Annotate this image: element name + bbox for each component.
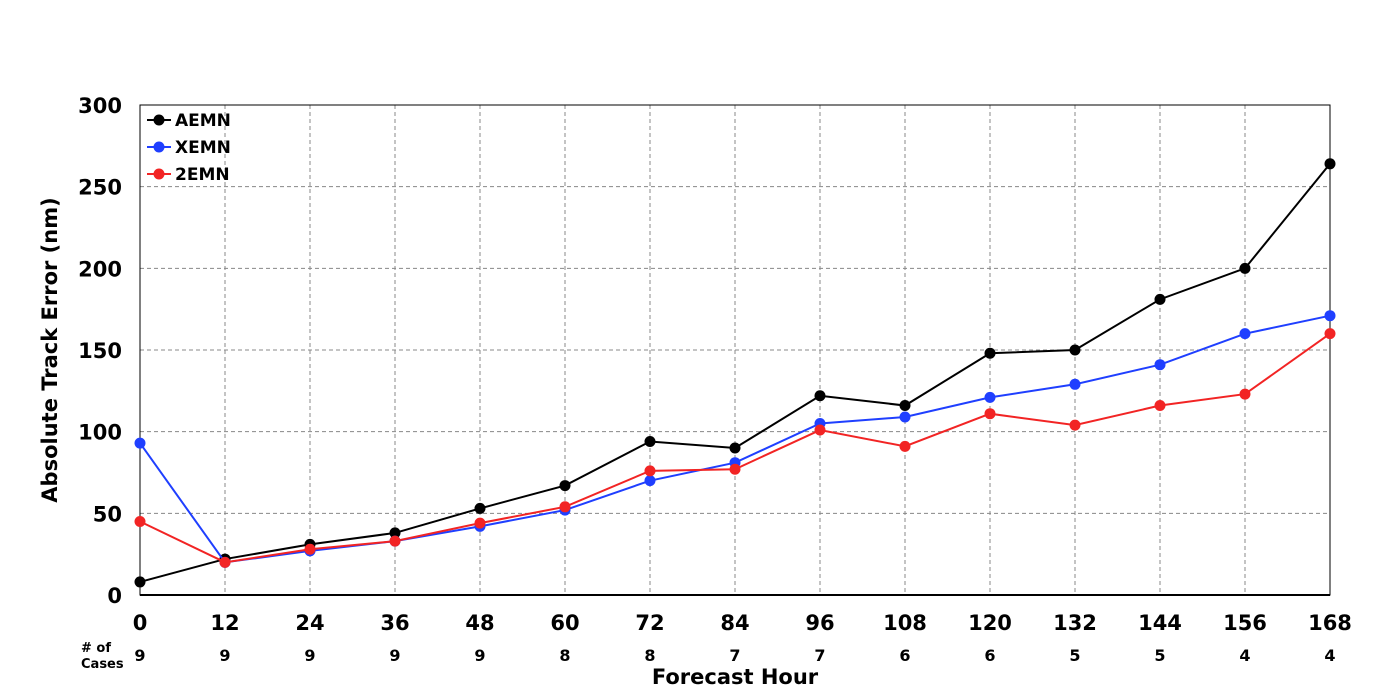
legend-item: 2EMN bbox=[147, 165, 230, 185]
data-point bbox=[644, 465, 656, 477]
x-tick-label: 84 bbox=[720, 611, 749, 635]
y-tick-label: 0 bbox=[107, 584, 122, 608]
legend: AEMN XEMN 2EMN bbox=[147, 111, 231, 185]
y-tick-label: 200 bbox=[78, 257, 122, 281]
case-count: 6 bbox=[899, 646, 910, 665]
series-2emn bbox=[134, 328, 1336, 568]
legend-label: 2EMN bbox=[175, 165, 230, 185]
cases-label-line-2: Cases bbox=[81, 657, 124, 672]
legend-label: XEMN bbox=[175, 138, 231, 158]
case-count: 4 bbox=[1324, 646, 1335, 665]
data-point bbox=[984, 391, 996, 403]
case-count: 7 bbox=[729, 646, 740, 665]
x-tick-label: 24 bbox=[295, 611, 324, 635]
data-point bbox=[984, 347, 996, 359]
case-count: 9 bbox=[389, 646, 400, 665]
data-point bbox=[1324, 328, 1336, 340]
data-point bbox=[1069, 419, 1081, 431]
y-axis-ticks: 0 50 100 150 200 250 300 bbox=[78, 94, 122, 608]
case-count: 9 bbox=[134, 646, 145, 665]
x-tick-label: 12 bbox=[210, 611, 239, 635]
data-point bbox=[389, 535, 401, 547]
x-tick-label: 72 bbox=[635, 611, 664, 635]
legend-swatch-marker bbox=[153, 114, 165, 126]
case-count: 5 bbox=[1069, 646, 1080, 665]
y-tick-label: 250 bbox=[78, 176, 122, 200]
grid-lines bbox=[140, 105, 1330, 595]
data-point bbox=[1239, 328, 1251, 340]
data-point bbox=[644, 475, 656, 487]
cases-row: # of Cases 9 9 9 9 9 8 8 7 7 6 6 5 5 4 4 bbox=[81, 641, 1336, 672]
data-point bbox=[559, 480, 571, 492]
data-point bbox=[899, 400, 911, 412]
x-tick-label: 0 bbox=[133, 611, 148, 635]
data-point bbox=[1324, 310, 1336, 322]
cases-label-line-1: # of bbox=[81, 641, 111, 656]
series-xemn bbox=[134, 310, 1336, 568]
data-point bbox=[1069, 344, 1081, 356]
legend-item: XEMN bbox=[147, 138, 231, 158]
case-count: 9 bbox=[474, 646, 485, 665]
y-axis-title: Absolute Track Error (nm) bbox=[38, 197, 62, 502]
data-point bbox=[134, 437, 146, 449]
data-point bbox=[899, 440, 911, 452]
case-count: 9 bbox=[304, 646, 315, 665]
x-axis-ticks: 0 12 24 36 48 60 72 84 96 108 120 132 144 156 168 bbox=[133, 611, 1352, 635]
data-point bbox=[1154, 293, 1166, 305]
data-point bbox=[474, 517, 486, 529]
legend-swatch-marker bbox=[153, 168, 165, 180]
case-count: 9 bbox=[219, 646, 230, 665]
data-point bbox=[1154, 359, 1166, 371]
data-point bbox=[729, 442, 741, 454]
data-point bbox=[899, 411, 911, 423]
x-tick-label: 36 bbox=[380, 611, 409, 635]
x-tick-label: 120 bbox=[968, 611, 1012, 635]
legend-label: AEMN bbox=[175, 111, 231, 131]
data-point bbox=[644, 435, 656, 447]
data-point bbox=[984, 408, 996, 420]
data-point bbox=[814, 424, 826, 436]
case-count: 4 bbox=[1239, 646, 1250, 665]
legend-swatch-marker bbox=[153, 141, 165, 153]
case-count: 7 bbox=[814, 646, 825, 665]
case-count: 8 bbox=[559, 646, 570, 665]
series-layer bbox=[134, 158, 1336, 588]
data-point bbox=[1324, 158, 1336, 170]
x-tick-label: 168 bbox=[1308, 611, 1352, 635]
case-count: 8 bbox=[644, 646, 655, 665]
series-aemn bbox=[134, 158, 1336, 588]
data-point bbox=[814, 390, 826, 402]
data-point bbox=[1239, 388, 1251, 400]
x-tick-label: 60 bbox=[550, 611, 579, 635]
data-point bbox=[134, 516, 146, 527]
data-point bbox=[304, 543, 316, 555]
y-tick-label: 50 bbox=[93, 502, 122, 526]
case-count: 5 bbox=[1154, 646, 1165, 665]
case-count: 6 bbox=[984, 646, 995, 665]
legend-item: AEMN bbox=[147, 111, 231, 131]
data-point bbox=[219, 556, 231, 568]
data-point bbox=[1154, 400, 1166, 412]
x-tick-label: 132 bbox=[1053, 611, 1097, 635]
data-point bbox=[1069, 378, 1081, 390]
y-tick-label: 150 bbox=[78, 339, 122, 363]
x-tick-label: 48 bbox=[465, 611, 494, 635]
x-axis-title: Forecast Hour bbox=[652, 665, 819, 689]
data-point bbox=[474, 502, 486, 514]
data-point bbox=[389, 527, 401, 539]
data-point bbox=[729, 463, 741, 475]
data-point bbox=[1239, 262, 1251, 274]
x-tick-label: 156 bbox=[1223, 611, 1267, 635]
data-point bbox=[134, 576, 146, 588]
y-tick-label: 100 bbox=[78, 421, 122, 445]
y-tick-label: 300 bbox=[78, 94, 122, 118]
x-tick-label: 96 bbox=[805, 611, 834, 635]
x-tick-label: 144 bbox=[1138, 611, 1182, 635]
x-tick-label: 108 bbox=[883, 611, 927, 635]
data-point bbox=[559, 501, 571, 513]
